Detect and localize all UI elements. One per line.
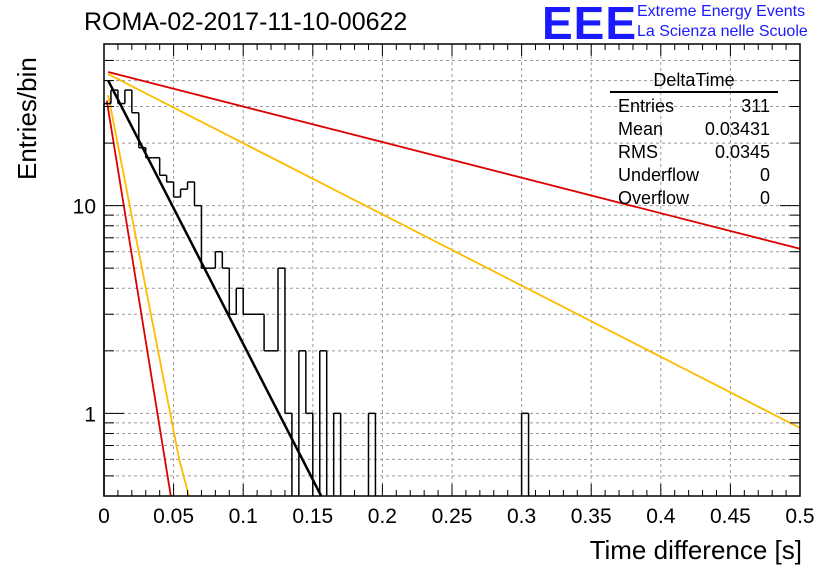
stat-value: 311 xyxy=(741,96,770,116)
axes: 0 0.05 0.1 0.15 0.2 0.25 0.3 0.35 0.4 0.45 0.5 1 10 xyxy=(73,43,815,528)
x-tick-label: 0.1 xyxy=(229,505,258,528)
x-axis-label: Time difference [s] xyxy=(589,535,802,565)
fit-curves xyxy=(105,71,801,497)
fit-line-black xyxy=(107,80,323,497)
x-tick-label: 0.3 xyxy=(507,505,536,528)
stats-row: RMS 0.0345 xyxy=(610,141,778,164)
fit-line-red xyxy=(105,100,172,497)
stat-value: 0 xyxy=(759,165,770,185)
logo-caption-2: La Scienza nelle Scuole xyxy=(637,23,808,40)
stat-label: Entries xyxy=(618,96,675,116)
x-tick-label: 0.25 xyxy=(432,505,473,528)
fit-line-red xyxy=(107,71,801,250)
x-tick-label: 0.2 xyxy=(368,505,397,528)
logo-caption-1: Extreme Energy Events xyxy=(637,3,806,20)
x-tick-label: 0.35 xyxy=(571,505,612,528)
stat-label: Mean xyxy=(618,119,664,139)
stats-title: DeltaTime xyxy=(653,70,735,90)
stat-value: 0.03431 xyxy=(704,119,770,139)
y-tick-label: 10 xyxy=(73,196,96,219)
stats-box: DeltaTime Entries 311 Mean 0.03431 RMS 0.03… xyxy=(610,69,778,210)
stats-row: Underflow 0 xyxy=(610,164,778,187)
x-tick-label: 0.45 xyxy=(710,505,751,528)
stats-divider xyxy=(610,91,778,93)
stat-label: RMS xyxy=(618,142,658,162)
stats-row: Overflow 0 xyxy=(610,187,778,210)
run-title: ROMA-02-2017-11-10-00622 xyxy=(84,8,408,36)
x-tick-label: 0.05 xyxy=(153,505,194,528)
histogram xyxy=(103,89,530,496)
stats-row: Entries 311 xyxy=(610,95,778,118)
y-tick-label: 1 xyxy=(84,403,96,426)
stat-value: 0.0345 xyxy=(714,142,770,162)
fit-line-orange xyxy=(107,95,190,497)
stats-row: Mean 0.03431 xyxy=(610,118,778,141)
x-tick-label: 0.5 xyxy=(785,505,814,528)
stat-value: 0 xyxy=(759,188,770,208)
x-tick-label: 0 xyxy=(98,505,110,528)
eee-logo: EEE xyxy=(542,0,638,49)
stat-label: Overflow xyxy=(618,188,690,208)
x-tick-label: 0.15 xyxy=(292,505,333,528)
stat-label: Underflow xyxy=(618,165,700,185)
fit-line-orange xyxy=(107,73,801,429)
x-tick-label: 0.4 xyxy=(646,505,676,528)
y-axis-label: Entries/bin xyxy=(12,57,42,180)
